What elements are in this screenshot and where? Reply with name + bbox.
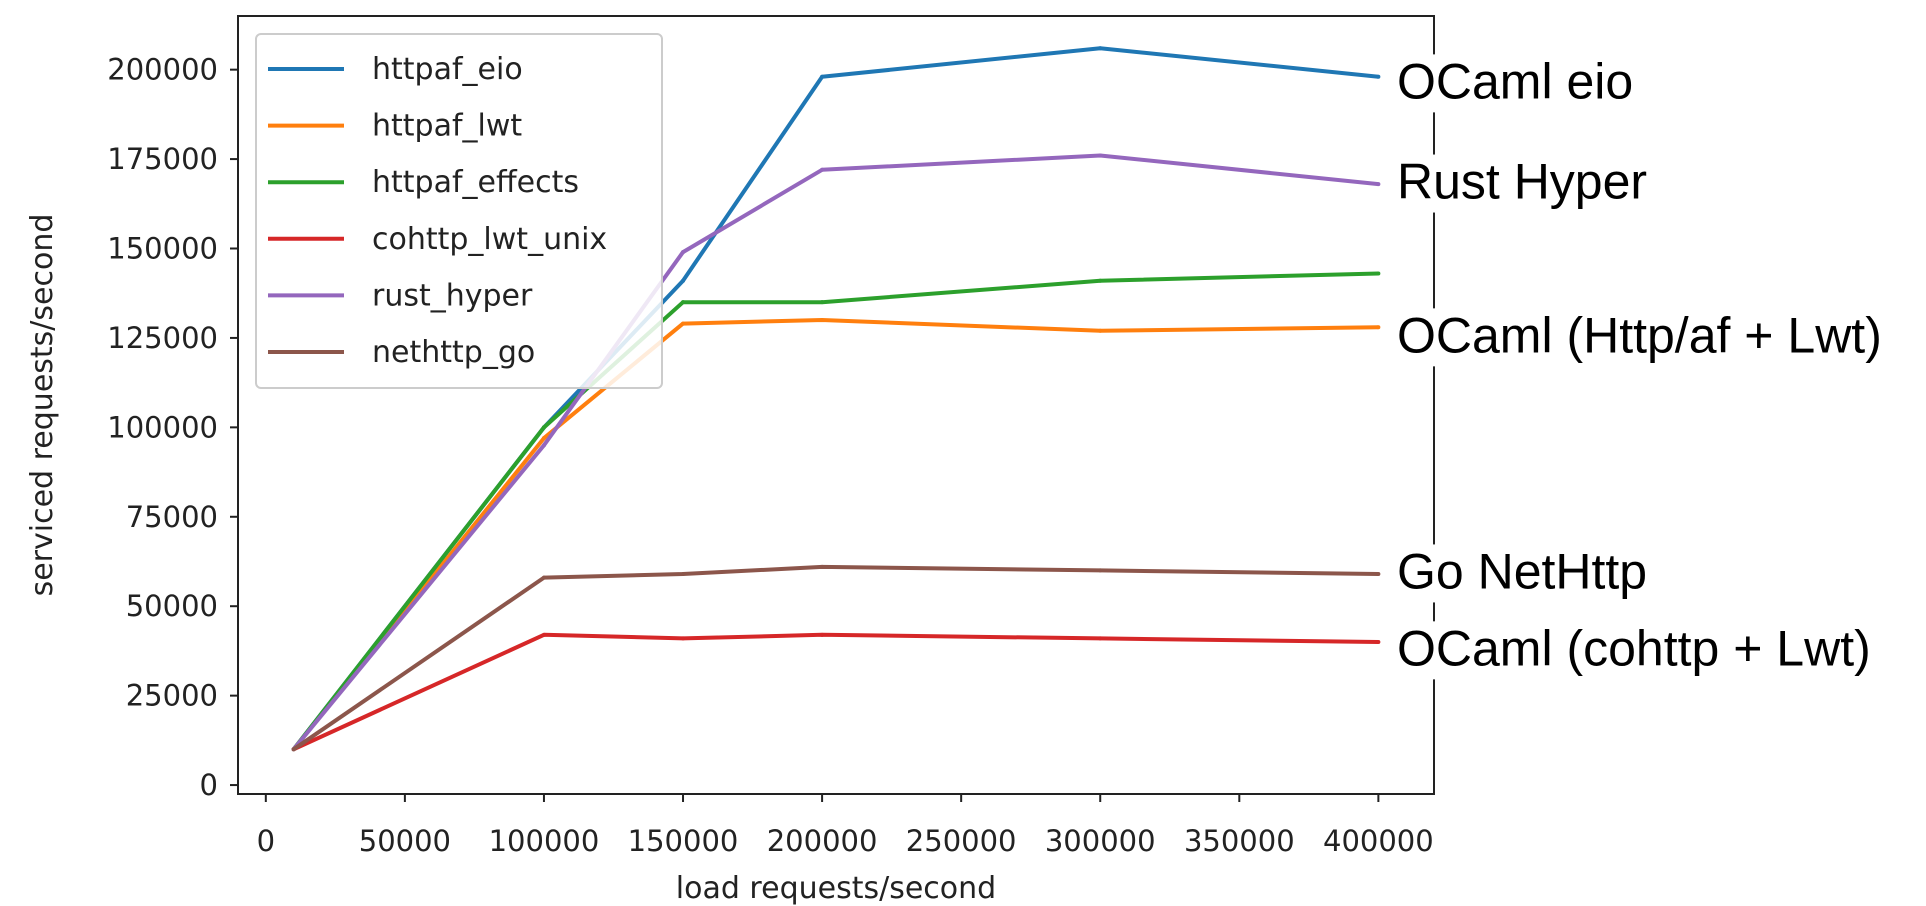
- annotation-background: [1391, 621, 1875, 680]
- data-point-httpaf_effects: [541, 425, 546, 430]
- x-tick-label: 50000: [359, 824, 451, 858]
- y-tick-label: 75000: [126, 500, 218, 534]
- data-point-httpaf_lwt: [1376, 325, 1381, 330]
- legend-label: httpaf_effects: [372, 165, 579, 200]
- data-point-nethttp_go: [1098, 568, 1103, 573]
- series-line-rust_hyper: [292, 153, 1379, 751]
- y-tick-label: 0: [200, 768, 218, 802]
- annotation-label: OCaml eio: [1397, 53, 1633, 109]
- data-point-rust_hyper: [1098, 153, 1103, 158]
- x-tick-label: 250000: [906, 824, 1017, 858]
- data-point-rust_hyper: [1376, 182, 1381, 187]
- data-point-httpaf_effects: [681, 300, 686, 305]
- data-point-nethttp_go: [541, 575, 546, 580]
- data-point-cohttp_lwt_unix: [541, 632, 546, 637]
- x-axis-title: load requests/second: [676, 871, 996, 906]
- data-point-cohttp_lwt_unix: [820, 632, 825, 637]
- x-tick-label: 200000: [767, 824, 878, 858]
- data-point-cohttp_lwt_unix: [1098, 636, 1103, 641]
- x-tick-label: 350000: [1184, 824, 1295, 858]
- data-point-httpaf_eio: [1098, 46, 1103, 51]
- data-point-httpaf_lwt: [820, 318, 825, 323]
- y-axis-ticks: 0 25000 50000 75000 100000 125000 150000 175000…: [107, 53, 238, 802]
- legend-box: [255, 33, 663, 389]
- annotation-background: [1391, 154, 1652, 213]
- y-tick-label: 50000: [126, 589, 218, 623]
- x-tick-label: 100000: [489, 824, 600, 858]
- series-line-httpaf_lwt: [292, 318, 1379, 751]
- data-point-nethttp_go: [820, 564, 825, 569]
- x-tick-label: 0: [257, 824, 275, 858]
- series-lines: [291, 46, 1381, 752]
- data-point-nethttp_go: [291, 747, 296, 752]
- annotation-background: [1391, 308, 1886, 367]
- data-point-httpaf_eio: [681, 278, 686, 283]
- y-tick-label: 125000: [107, 321, 218, 355]
- data-point-httpaf_effects: [820, 300, 825, 305]
- data-point-cohttp_lwt_unix: [1376, 639, 1381, 644]
- y-tick-label: 25000: [126, 679, 218, 713]
- annotation-label: OCaml (cohttp + Lwt): [1397, 620, 1871, 676]
- y-axis-title: serviced requests/second: [25, 214, 60, 597]
- plot-frame: [237, 15, 1435, 795]
- series-line-nethttp_go: [292, 564, 1379, 751]
- annotation-background: [1391, 54, 1638, 113]
- data-point-rust_hyper: [820, 167, 825, 172]
- series-line-cohttp_lwt_unix: [292, 632, 1379, 752]
- y-tick-label: 100000: [107, 410, 218, 444]
- y-tick-label: 200000: [107, 53, 218, 87]
- x-axis-ticks: 0 50000 100000 150000 200000 250000 300000 3500…: [257, 794, 1434, 858]
- data-point-httpaf_eio: [820, 74, 825, 79]
- annotation-label: Go NetHttp: [1397, 543, 1647, 599]
- series-line-httpaf_effects: [292, 271, 1379, 751]
- legend-label: httpaf_lwt: [372, 109, 522, 144]
- annotation-label: Rust Hyper: [1397, 154, 1647, 210]
- data-point-httpaf_effects: [1098, 278, 1103, 283]
- data-point-httpaf_lwt: [1098, 328, 1103, 333]
- legend-label: httpaf_eio: [372, 52, 523, 87]
- data-point-httpaf_lwt: [541, 436, 546, 441]
- y-tick-label: 150000: [107, 232, 218, 266]
- data-point-httpaf_effects: [1376, 271, 1381, 276]
- data-point-nethttp_go: [681, 572, 686, 577]
- legend: httpaf_eio httpaf_lwt httpaf_effectscohttp…: [255, 33, 663, 389]
- legend-label: rust_hyper: [372, 278, 533, 313]
- x-tick-label: 300000: [1045, 824, 1156, 858]
- data-point-rust_hyper: [681, 250, 686, 255]
- annotation-label: OCaml (Http/af + Lwt): [1397, 307, 1882, 363]
- y-tick-label: 175000: [107, 142, 218, 176]
- data-point-cohttp_lwt_unix: [681, 636, 686, 641]
- legend-label: nethttp_go: [372, 335, 535, 370]
- x-tick-label: 150000: [628, 824, 739, 858]
- annotation-background: [1391, 544, 1652, 603]
- data-point-httpaf_lwt: [681, 321, 686, 326]
- x-tick-label: 400000: [1323, 824, 1434, 858]
- data-point-httpaf_eio: [1376, 74, 1381, 79]
- data-point-nethttp_go: [1376, 572, 1381, 577]
- legend-label: cohttp_lwt_unix: [372, 222, 607, 257]
- data-point-rust_hyper: [541, 443, 546, 448]
- annotations: OCaml eio Rust Hyper OCaml (Http/af + Lwt)…: [1391, 53, 1886, 680]
